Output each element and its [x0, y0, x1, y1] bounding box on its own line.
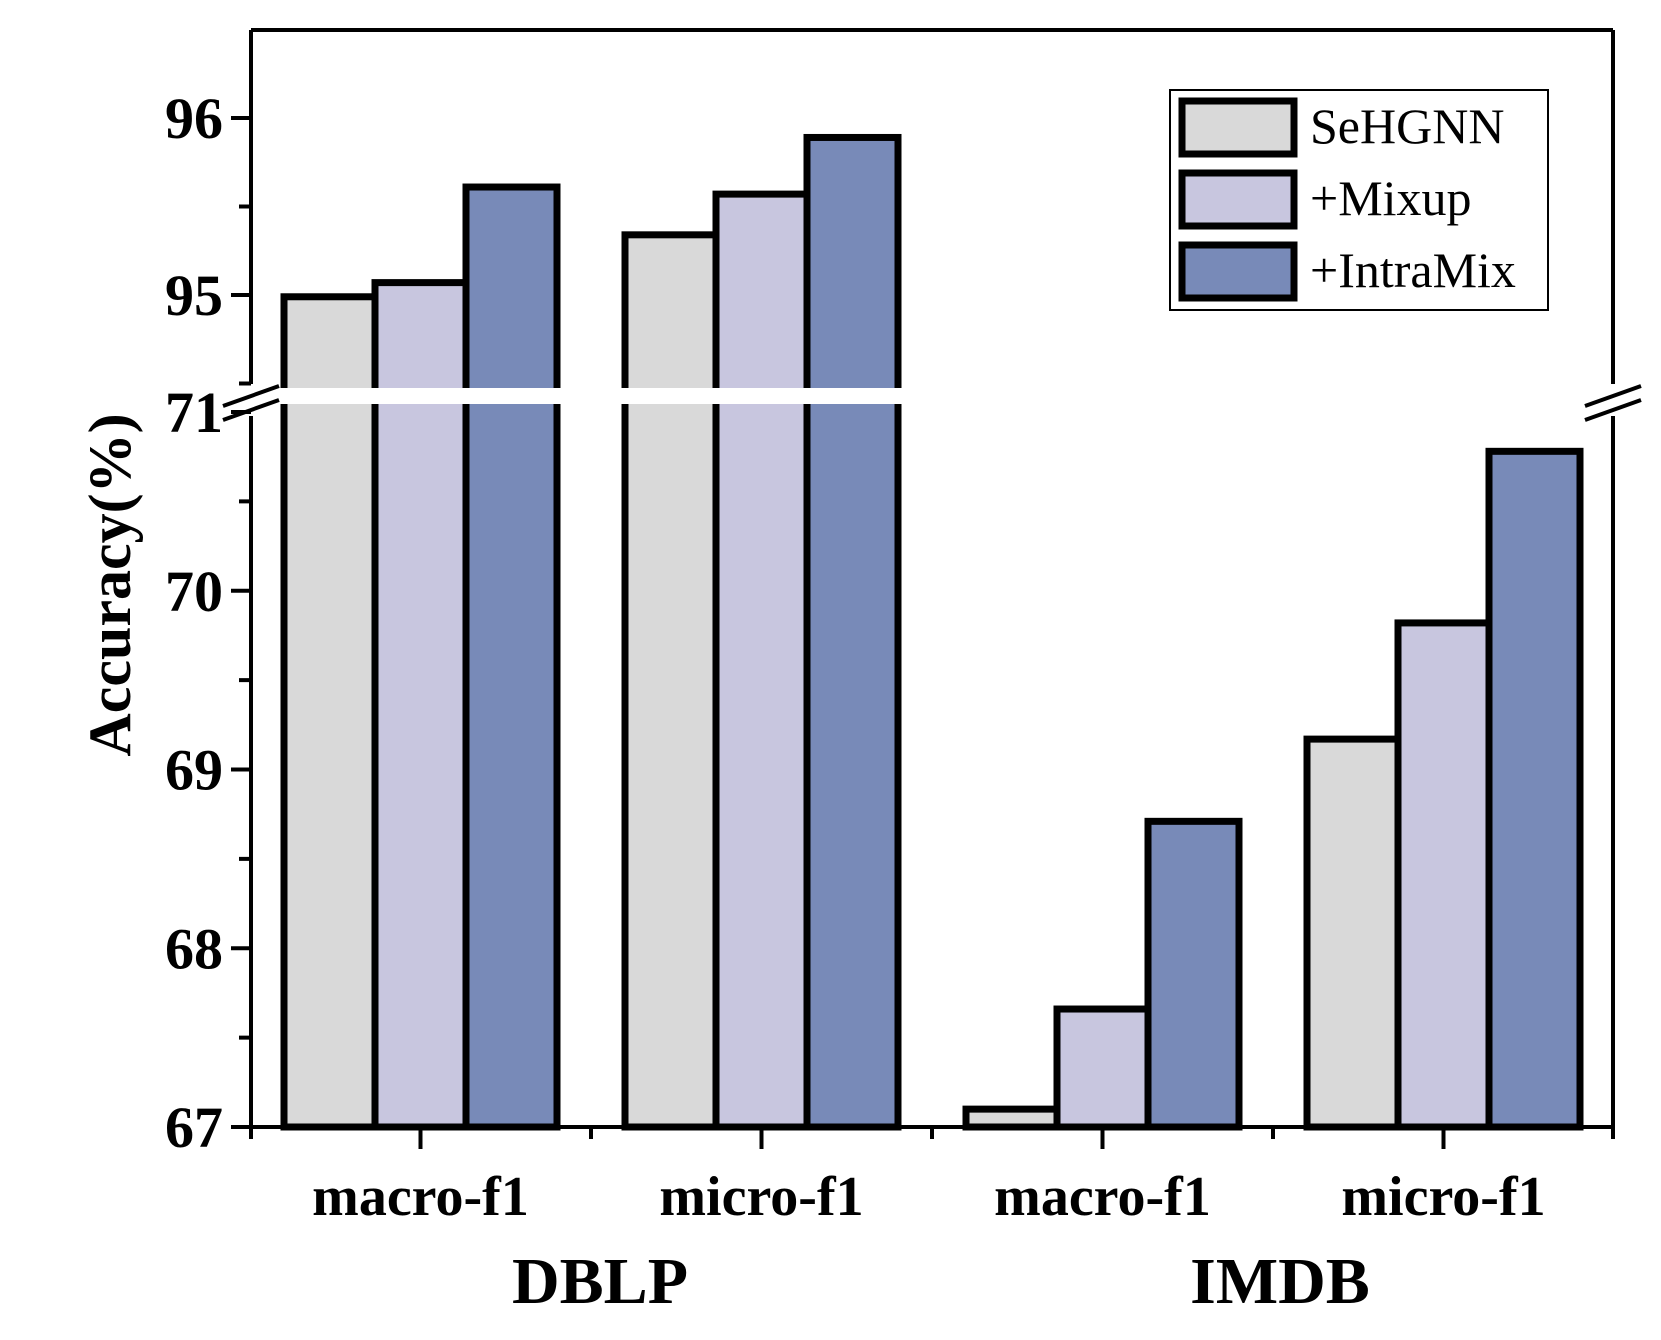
bar-intramix-3 [1485, 447, 1584, 1131]
legend-swatch-2 [1178, 241, 1298, 302]
bar-intramix-1 [803, 133, 902, 1131]
ytick-label-69: 69 [165, 738, 223, 803]
legend-label-1: +Mixup [1310, 170, 1472, 226]
axes-layer [231, 28, 1615, 1149]
legend-label-0: SeHGNN [1310, 98, 1504, 154]
group-label-dblp: DBLP [512, 1245, 688, 1318]
ytick-label-71: 71 [165, 380, 223, 445]
bar-sehgnn-2 [962, 1105, 1061, 1131]
bar-sehgnn-3 [1303, 735, 1402, 1131]
bar-mixup-2 [1053, 1005, 1152, 1131]
labels-layer: 67 68 69 70 71 95 96 macro-f1 micro-f1 macro-f1 mi… [77, 86, 1546, 1318]
bar-mixup-0 [371, 279, 470, 1131]
break-slash-right-2 [1584, 398, 1642, 422]
bar-intramix-0 [462, 183, 561, 1131]
group-label-imdb: IMDB [1190, 1245, 1370, 1318]
break-slash-left-1 [222, 384, 280, 408]
ytick-label-70: 70 [165, 559, 223, 624]
legend-swatch-0 [1178, 97, 1298, 158]
legend: SeHGNN +Mixup +IntraMix [1169, 89, 1549, 311]
ytick-label-67: 67 [165, 1095, 223, 1160]
category-label-0: macro-f1 [312, 1166, 529, 1228]
bar-sehgnn-1 [621, 231, 720, 1131]
ytick-label-68: 68 [165, 916, 223, 981]
legend-label-2: +IntraMix [1310, 242, 1516, 298]
y-axis-label: Accuracy(%) [77, 413, 143, 756]
category-label-3: micro-f1 [1341, 1166, 1545, 1228]
break-slash-right-1 [1584, 384, 1642, 408]
category-label-2: macro-f1 [994, 1166, 1211, 1228]
break-band [257, 388, 1607, 404]
bar-sehgnn-0 [280, 293, 379, 1131]
bar-mixup-1 [712, 190, 811, 1131]
category-label-1: micro-f1 [659, 1166, 863, 1228]
bar-intramix-2 [1144, 817, 1243, 1131]
ytick-label-96: 96 [165, 86, 223, 151]
bar-mixup-3 [1394, 619, 1493, 1131]
bars-layer [280, 133, 1584, 1131]
ytick-label-95: 95 [165, 263, 223, 328]
legend-swatch-1 [1178, 169, 1298, 230]
